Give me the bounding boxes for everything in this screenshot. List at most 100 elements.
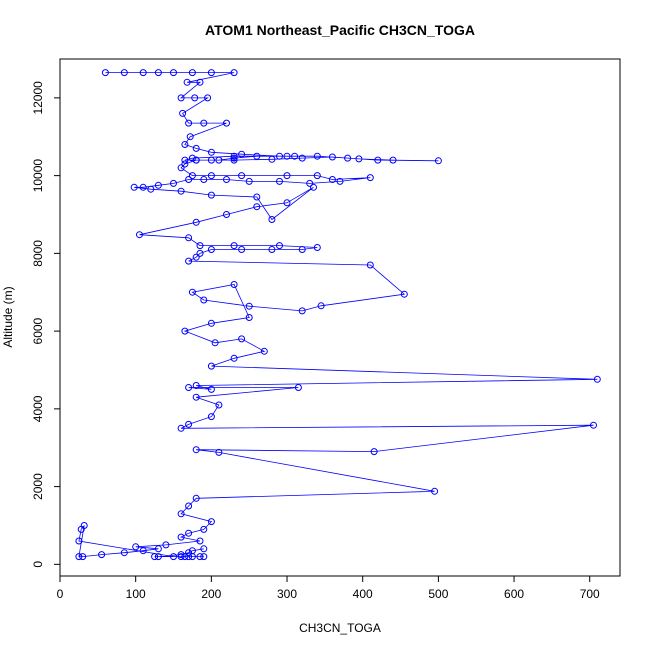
data-point <box>223 119 230 127</box>
x-axis-label: CH3CN_TOGA <box>299 621 381 635</box>
data-point <box>147 185 155 193</box>
data-point <box>192 393 200 401</box>
y-tick-label: 2000 <box>31 473 45 500</box>
data-point <box>196 78 204 86</box>
data-point <box>200 296 208 304</box>
data-point <box>313 244 321 251</box>
data-point <box>207 191 215 199</box>
data-point <box>223 176 230 183</box>
data-point <box>177 94 185 102</box>
data-point <box>183 78 191 86</box>
data-point <box>196 553 204 561</box>
data-point <box>154 69 162 77</box>
data-point <box>238 246 246 253</box>
data-point <box>192 218 200 226</box>
data-point <box>162 541 170 549</box>
data-point <box>136 231 143 239</box>
data-point <box>177 424 185 432</box>
data-point <box>185 553 193 561</box>
y-axis-label: Altitude (m) <box>1 286 15 347</box>
y-tick-label: 6000 <box>31 317 45 344</box>
data-point <box>207 246 215 253</box>
data-point <box>177 164 185 172</box>
data-point <box>245 177 253 185</box>
data-point <box>185 384 193 391</box>
data-point <box>151 553 159 561</box>
data-point <box>283 152 291 160</box>
x-tick-label: 400 <box>353 587 373 601</box>
data-point <box>310 183 317 191</box>
data-point <box>211 339 219 347</box>
data-point <box>328 176 336 183</box>
data-point <box>177 551 185 559</box>
data-point <box>215 156 223 164</box>
data-point <box>188 547 196 555</box>
data-point <box>200 176 208 183</box>
data-point <box>207 69 215 77</box>
data-point <box>230 281 238 288</box>
data-point <box>185 234 193 242</box>
data-point <box>389 156 397 164</box>
data-point <box>185 549 193 557</box>
data-point <box>77 525 85 533</box>
data-point <box>192 382 200 389</box>
data-point <box>200 525 208 533</box>
data-point <box>268 155 276 163</box>
data-point <box>268 216 276 223</box>
data-point <box>170 179 177 187</box>
data-point <box>185 502 193 510</box>
data-point <box>276 242 283 250</box>
data-point <box>207 319 215 327</box>
data-point <box>230 156 238 164</box>
data-point <box>177 510 185 518</box>
data-point <box>101 69 109 77</box>
data-point <box>139 183 147 191</box>
data-point <box>223 211 230 218</box>
y-tick-label: 4000 <box>31 395 45 422</box>
data-point <box>306 179 314 187</box>
data-point <box>313 172 321 180</box>
data-point <box>192 253 200 261</box>
data-point <box>186 133 194 141</box>
data-point <box>230 154 238 162</box>
x-tick-label: 500 <box>428 587 448 601</box>
data-point <box>204 94 212 102</box>
series-line <box>78 72 598 557</box>
data-point <box>188 288 196 296</box>
data-point <box>196 249 204 257</box>
data-point <box>75 553 83 561</box>
data-point <box>98 551 106 559</box>
data-point <box>154 545 162 553</box>
data-point <box>230 354 238 362</box>
data-point <box>268 246 276 253</box>
data-point <box>120 549 128 557</box>
data-point <box>192 446 200 454</box>
data-point <box>344 154 352 162</box>
data-point <box>207 148 215 156</box>
data-point <box>238 172 246 180</box>
data-point <box>291 152 299 160</box>
data-point <box>132 543 140 551</box>
x-tick-label: 600 <box>504 587 524 601</box>
data-point <box>230 242 238 250</box>
data-point <box>177 187 185 195</box>
data-point <box>79 553 87 561</box>
chart-title: ATOM1 Northeast_Pacific CH3CN_TOGA <box>205 22 475 38</box>
data-point <box>192 494 200 502</box>
data-point <box>366 174 374 182</box>
data-point <box>283 172 291 180</box>
data-point <box>355 155 363 163</box>
data-point <box>154 553 162 561</box>
data-point <box>185 529 193 537</box>
data-point <box>188 172 196 180</box>
data-point <box>207 156 215 164</box>
data-point <box>283 199 291 207</box>
data-point <box>215 401 223 409</box>
data-point <box>431 487 439 495</box>
data-point <box>170 553 177 561</box>
y-tick-label: 0 <box>31 561 45 568</box>
data-point <box>260 347 268 355</box>
x-axis: 0 100 200 300 400 500 600 700 <box>57 575 600 601</box>
data-point <box>207 362 215 370</box>
data-point <box>196 242 204 250</box>
